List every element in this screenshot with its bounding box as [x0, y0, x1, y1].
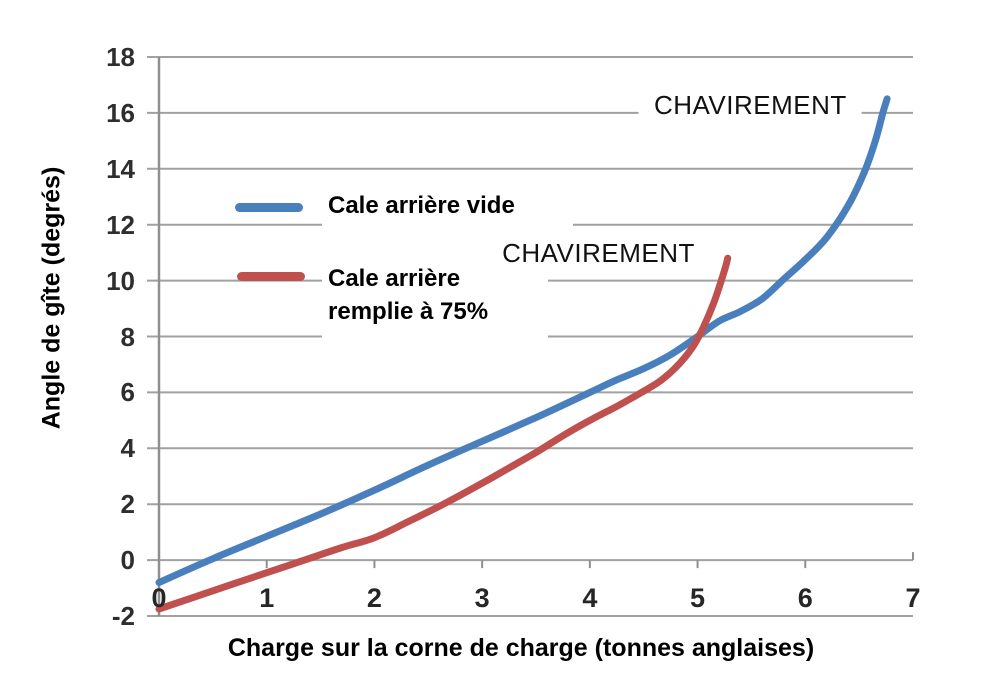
annotation-chavirement-red: CHAVIREMENT [487, 230, 710, 275]
y-tick-label: 10 [106, 265, 135, 296]
y-tick-label: 16 [106, 97, 135, 128]
y-tick-label: 14 [106, 153, 135, 184]
y-tick-label: 2 [120, 489, 135, 520]
y-axis-title: Angle de gîte (degrés) [37, 166, 66, 430]
x-tick-label: 0 [151, 583, 167, 613]
y-tick-label: 12 [106, 209, 135, 240]
x-tick-label: 4 [582, 583, 598, 613]
x-tick-label: 3 [474, 583, 490, 613]
x-tick-label: 6 [797, 583, 813, 613]
y-tick-label: -2 [111, 601, 135, 631]
x-tick-label: 2 [366, 583, 382, 613]
x-axis-title: Charge sur la corne de charge (tonnes an… [227, 634, 815, 662]
legend-swatch-red [237, 272, 305, 281]
y-tick-label: 18 [106, 42, 135, 72]
y-tick-label: 4 [120, 433, 135, 464]
legend-label-cale-arriere-remplie: Cale arrière remplie à 75% [322, 258, 548, 338]
annotation-chavirement-blue: CHAVIREMENT [638, 82, 862, 127]
series-line-1 [155, 254, 732, 613]
x-tick-label: 7 [905, 583, 921, 613]
x-tick-label: 1 [259, 583, 275, 613]
y-tick-label: 0 [120, 545, 135, 576]
y-tick-label: 6 [120, 377, 135, 408]
x-tick-label: 5 [690, 583, 706, 613]
series-line-0 [155, 95, 891, 586]
legend-label-cale-arriere-vide: Cale arrière vide [322, 183, 573, 234]
legend-swatch-blue [235, 203, 303, 212]
y-tick-label: 8 [120, 321, 135, 352]
